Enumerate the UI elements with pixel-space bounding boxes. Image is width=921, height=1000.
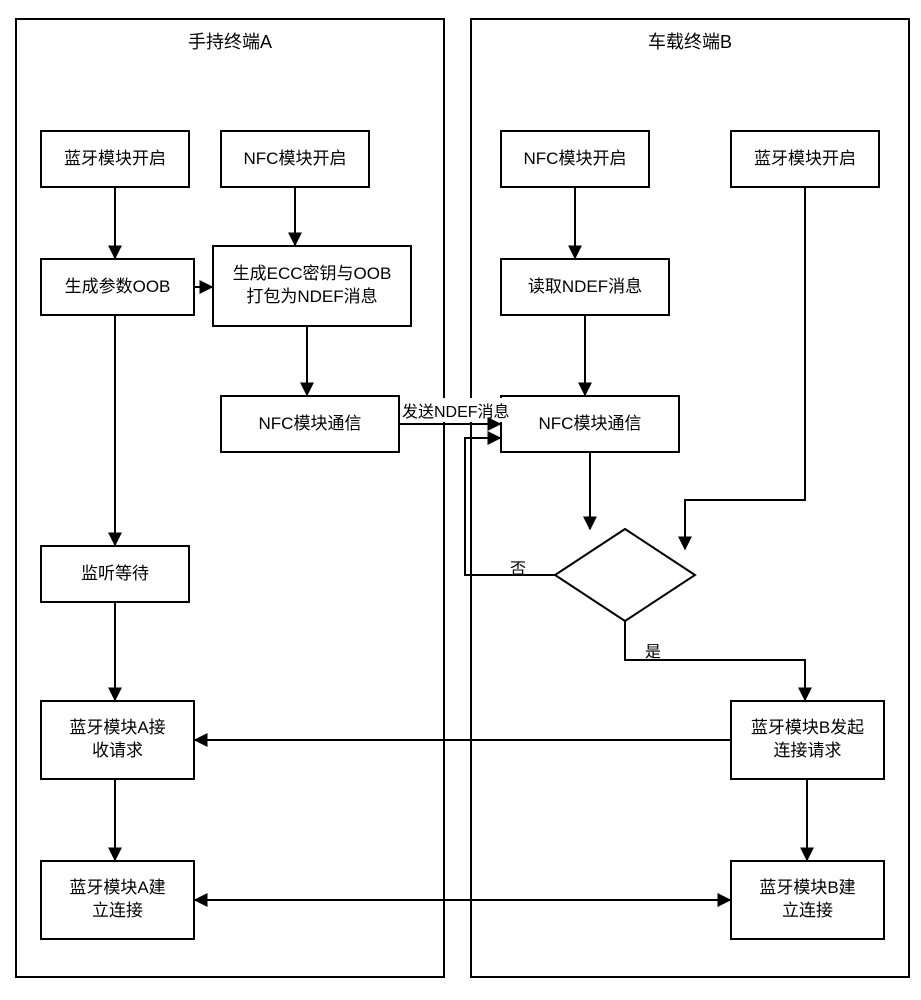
box-a-gen-ecc: 生成ECC密钥与OOB打包为NDEF消息 <box>212 245 412 327</box>
box-b-bt-on: 蓝牙模块开启 <box>730 130 880 188</box>
edge-label-yes: 是 <box>645 638 661 662</box>
edge-label-no: 否 <box>510 555 526 579</box>
box-a-bt-on: 蓝牙模块开启 <box>40 130 190 188</box>
box-b-nfc-on: NFC模块开启 <box>500 130 650 188</box>
box-a-listen: 监听等待 <box>40 545 190 603</box>
box-b-bt-est: 蓝牙模块B建立连接 <box>730 860 885 940</box>
box-b-bt-send: 蓝牙模块B发起连接请求 <box>730 700 885 780</box>
box-a-nfc-comm: NFC模块通信 <box>220 395 400 453</box>
diamond-param-match-label: 参数一致 <box>585 564 665 589</box>
box-b-read: 读取NDEF消息 <box>500 258 670 316</box>
box-a-nfc-on: NFC模块开启 <box>220 130 370 188</box>
edge-label-send-ndef: 发送NDEF消息 <box>402 398 510 422</box>
container-b-title: 车载终端B <box>648 28 732 54</box>
container-a-title: 手持终端A <box>188 28 272 54</box>
box-a-bt-recv: 蓝牙模块A接收请求 <box>40 700 195 780</box>
box-a-bt-est: 蓝牙模块A建立连接 <box>40 860 195 940</box>
box-a-gen-oob: 生成参数OOB <box>40 258 195 316</box>
box-b-nfc-comm: NFC模块通信 <box>500 395 680 453</box>
